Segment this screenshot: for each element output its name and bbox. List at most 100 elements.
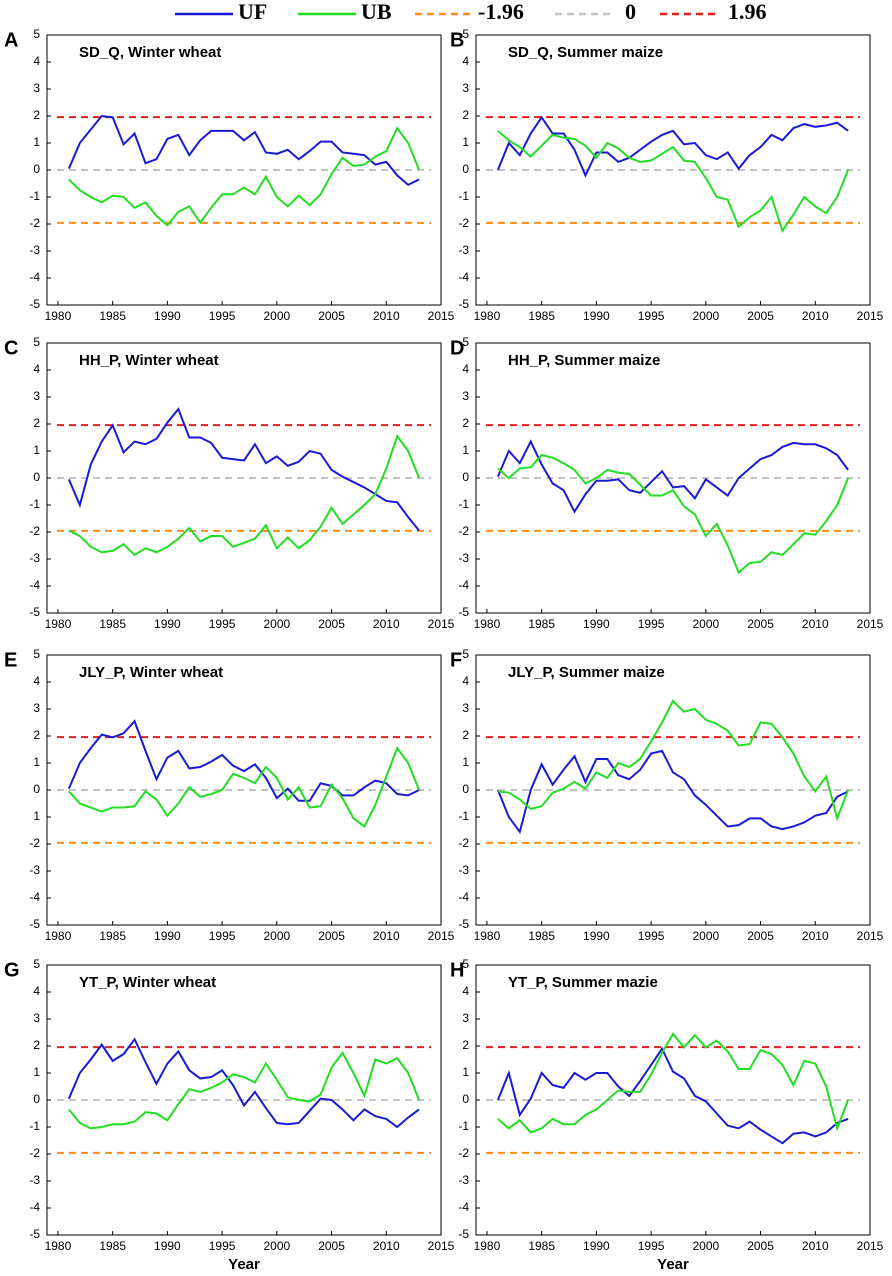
y-tick-label: 2	[33, 728, 40, 742]
y-tick-label: -3	[458, 1173, 469, 1187]
y-tick-label: -4	[29, 1200, 40, 1214]
y-tick-label: -5	[458, 917, 469, 931]
y-tick-label: -2	[458, 836, 469, 850]
y-tick-label: 5	[33, 957, 40, 971]
y-tick-label: -4	[29, 890, 40, 904]
y-tick-label: -2	[458, 216, 469, 230]
panel-label: C	[4, 337, 18, 359]
panel-label: B	[450, 29, 464, 51]
panel-label: G	[4, 959, 20, 981]
x-tick-label: 2005	[747, 929, 774, 943]
y-tick-label: -2	[458, 524, 469, 538]
x-tick-label: 1980	[45, 309, 72, 323]
y-tick-label: 4	[462, 984, 469, 998]
series-line	[68, 434, 421, 557]
y-tick-label: 1	[33, 443, 40, 457]
x-tick-label: 2015	[857, 309, 884, 323]
x-tick-label: 1995	[209, 929, 236, 943]
x-tick-label: 1985	[99, 617, 126, 631]
panel: -5 -4 -3 -2 -1 0 1 2 3 4 5 1980 1985 1990 1995 2000 2005…	[4, 957, 455, 1273]
y-tick-label: 1	[33, 755, 40, 769]
panel: -5 -4 -3 -2 -1 0 1 2 3 4 5 1980 1985 1990 1995 2000 2005…	[4, 27, 455, 323]
x-tick-label: 2010	[373, 1239, 400, 1253]
y-tick-label: 5	[462, 957, 469, 971]
y-tick-label: 5	[462, 647, 469, 661]
y-tick-label: 3	[462, 1011, 469, 1025]
x-tick-label: 1985	[99, 309, 126, 323]
x-tick-label: 1995	[638, 1239, 665, 1253]
x-tick-label: 2015	[428, 1239, 455, 1253]
x-axis-label: Year	[657, 1256, 689, 1273]
x-tick-label: 1995	[638, 309, 665, 323]
panel-label: D	[450, 337, 464, 359]
x-tick-label: 1980	[474, 1239, 501, 1253]
y-tick-label: -4	[29, 578, 40, 592]
legend-label: 0	[625, 0, 636, 24]
chart-title: JLY_P, Winter wheat	[79, 664, 223, 681]
chart-title: HH_P, Winter wheat	[79, 352, 219, 369]
y-tick-label: 4	[462, 54, 469, 68]
y-tick-label: -2	[29, 836, 40, 850]
series-line	[67, 407, 420, 532]
x-tick-label: 1985	[99, 1239, 126, 1253]
panel-label: H	[450, 959, 464, 981]
x-axis-label: Year	[228, 1256, 260, 1273]
y-tick-label: 0	[33, 1092, 40, 1106]
y-tick-label: -4	[29, 270, 40, 284]
y-tick-label: -3	[29, 1173, 40, 1187]
y-tick-label: 4	[33, 984, 40, 998]
y-tick-label: -5	[458, 605, 469, 619]
x-tick-label: 1990	[583, 929, 610, 943]
series-line	[67, 114, 420, 187]
y-tick-label: -3	[458, 243, 469, 257]
x-tick-label: 1990	[154, 929, 181, 943]
x-tick-label: 2005	[747, 309, 774, 323]
panel: -5 -4 -3 -2 -1 0 1 2 3 4 5 1980 1985 1990 1995 2000 2005…	[4, 335, 455, 631]
y-tick-label: 0	[462, 1092, 469, 1106]
y-tick-label: -3	[458, 863, 469, 877]
x-tick-label: 1980	[474, 309, 501, 323]
panel: -5 -4 -3 -2 -1 0 1 2 3 4 5 1980 1985 1990 1995 2000 2005…	[450, 957, 884, 1273]
series-line	[68, 126, 421, 227]
y-tick-label: 1	[462, 755, 469, 769]
y-tick-label: -5	[29, 297, 40, 311]
x-tick-label: 1990	[154, 309, 181, 323]
y-tick-label: 3	[462, 389, 469, 403]
y-tick-label: 3	[33, 1011, 40, 1025]
x-tick-label: 2005	[318, 1239, 345, 1253]
series-line	[497, 1032, 850, 1134]
x-tick-label: 1995	[209, 617, 236, 631]
y-tick-label: 0	[33, 162, 40, 176]
chart-title: SD_Q, Summer maize	[508, 44, 663, 61]
legend-label: -1.96	[478, 0, 524, 24]
x-tick-label: 2015	[857, 929, 884, 943]
legend-label: UF	[238, 0, 267, 24]
x-tick-label: 1985	[528, 617, 555, 631]
y-tick-label: 1	[462, 443, 469, 457]
x-tick-label: 1995	[638, 929, 665, 943]
x-tick-label: 1990	[583, 309, 610, 323]
x-tick-label: 2010	[373, 617, 400, 631]
x-tick-label: 2015	[857, 1239, 884, 1253]
y-tick-label: 0	[462, 782, 469, 796]
y-tick-label: 1	[462, 135, 469, 149]
x-tick-label: 2015	[428, 309, 455, 323]
panel-label: E	[4, 649, 17, 671]
y-tick-label: -1	[29, 497, 40, 511]
x-tick-label: 1980	[45, 1239, 72, 1253]
y-tick-label: 1	[33, 809, 40, 823]
panel: -5 -4 -3 -2 1 0 1 2 3 4 5 1980 1985 1990 1995 2000 2005 2…	[4, 647, 455, 943]
chart-title: SD_Q, Winter wheat	[79, 44, 221, 61]
x-tick-label: 2000	[692, 309, 719, 323]
x-tick-label: 1980	[45, 617, 72, 631]
y-tick-label: -4	[458, 1200, 469, 1214]
y-tick-label: -5	[29, 1227, 40, 1241]
series-line	[67, 719, 420, 802]
y-tick-label: 1	[462, 1065, 469, 1079]
y-tick-label: -2	[29, 524, 40, 538]
y-tick-label: -1	[29, 1119, 40, 1133]
x-tick-label: 1980	[474, 929, 501, 943]
y-tick-label: -5	[458, 297, 469, 311]
x-tick-label: 1995	[209, 1239, 236, 1253]
